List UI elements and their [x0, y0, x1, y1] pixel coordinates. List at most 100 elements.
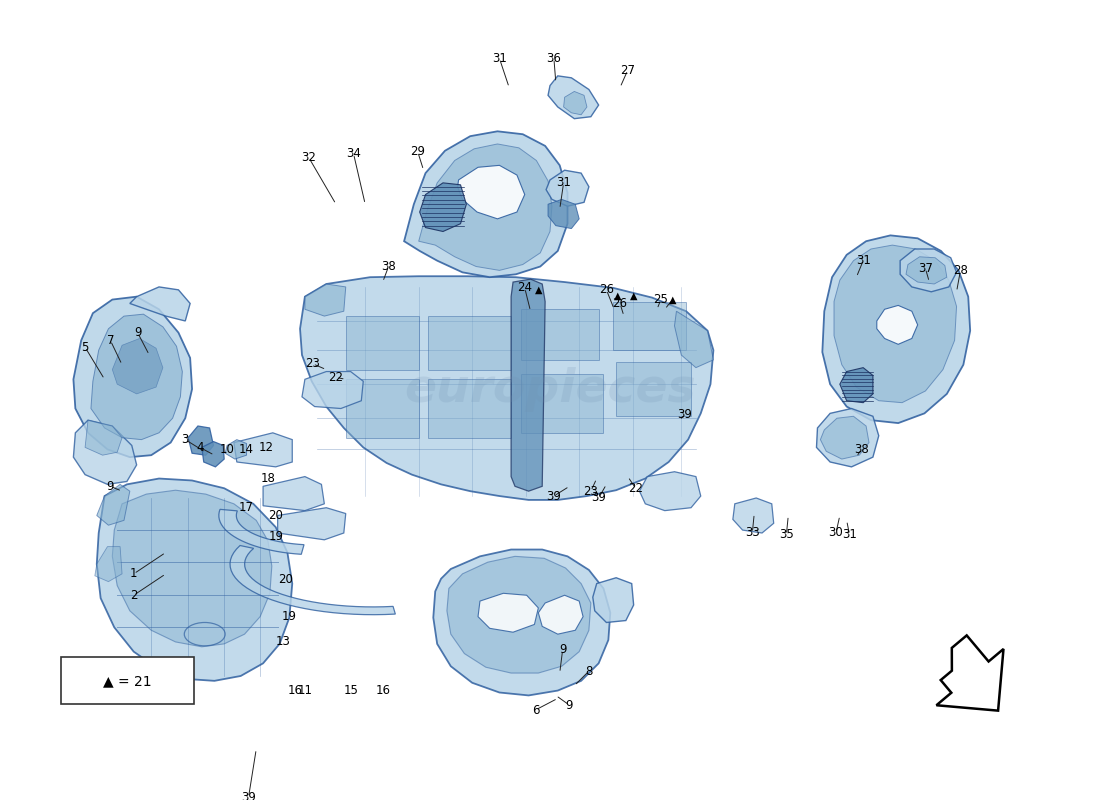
Polygon shape	[816, 409, 879, 467]
Text: 16: 16	[288, 684, 302, 697]
Polygon shape	[226, 440, 246, 459]
Text: 9: 9	[559, 643, 566, 656]
Polygon shape	[74, 297, 192, 457]
Text: 39: 39	[547, 490, 561, 502]
Polygon shape	[419, 144, 552, 270]
Text: 38: 38	[854, 443, 869, 456]
Text: 10: 10	[220, 443, 234, 456]
Polygon shape	[674, 311, 714, 368]
Polygon shape	[428, 379, 512, 438]
Text: 20: 20	[278, 573, 293, 586]
Polygon shape	[520, 310, 598, 360]
Text: 5: 5	[81, 341, 89, 354]
Polygon shape	[433, 550, 610, 695]
Text: 29: 29	[410, 146, 426, 158]
Polygon shape	[616, 362, 691, 416]
Polygon shape	[478, 594, 538, 632]
Text: 31: 31	[843, 529, 857, 542]
Text: 1: 1	[130, 567, 138, 580]
Text: 30: 30	[828, 526, 844, 539]
Polygon shape	[345, 316, 419, 370]
Text: 19: 19	[282, 610, 297, 623]
Text: 38: 38	[382, 260, 396, 273]
Text: 9: 9	[107, 480, 114, 493]
Text: 39: 39	[676, 408, 692, 421]
Text: 34: 34	[346, 147, 361, 160]
Polygon shape	[112, 338, 163, 394]
Polygon shape	[305, 284, 345, 316]
Polygon shape	[512, 279, 546, 491]
Text: 2: 2	[130, 589, 138, 602]
Polygon shape	[97, 478, 293, 681]
Text: 8: 8	[585, 665, 593, 678]
Polygon shape	[277, 508, 345, 540]
Text: 32: 32	[301, 151, 316, 164]
Polygon shape	[420, 183, 466, 231]
Polygon shape	[839, 368, 873, 402]
Text: 39: 39	[591, 491, 606, 505]
Text: 18: 18	[261, 472, 275, 485]
Text: 28: 28	[953, 264, 968, 277]
Text: 39: 39	[241, 791, 256, 800]
Text: 14: 14	[239, 443, 254, 456]
Text: ▲: ▲	[669, 294, 676, 305]
Text: 3: 3	[182, 433, 189, 446]
Polygon shape	[130, 287, 190, 321]
Polygon shape	[548, 76, 598, 118]
Polygon shape	[821, 416, 869, 459]
Polygon shape	[520, 374, 604, 433]
Polygon shape	[823, 235, 970, 423]
Text: 17: 17	[239, 502, 254, 514]
Polygon shape	[91, 314, 183, 440]
Text: 6: 6	[531, 703, 539, 717]
Polygon shape	[85, 420, 122, 455]
Text: 25: 25	[653, 293, 669, 306]
Text: 13: 13	[276, 635, 290, 649]
Text: 26: 26	[613, 297, 627, 310]
Polygon shape	[230, 546, 395, 614]
FancyBboxPatch shape	[62, 658, 194, 704]
Text: 15: 15	[343, 684, 358, 697]
Polygon shape	[447, 556, 591, 673]
Polygon shape	[733, 498, 773, 533]
Polygon shape	[877, 306, 917, 344]
Polygon shape	[639, 472, 701, 510]
Polygon shape	[548, 199, 580, 229]
Text: ▲ = 21: ▲ = 21	[103, 674, 152, 688]
Text: 16: 16	[375, 684, 390, 697]
Polygon shape	[300, 276, 714, 500]
Polygon shape	[613, 302, 686, 350]
Text: 4: 4	[196, 441, 204, 454]
Text: 33: 33	[745, 526, 760, 539]
Text: 31: 31	[856, 254, 870, 267]
Polygon shape	[593, 578, 634, 622]
Polygon shape	[834, 245, 957, 402]
Polygon shape	[219, 510, 304, 554]
Polygon shape	[201, 442, 224, 467]
Polygon shape	[263, 477, 324, 510]
Text: 11: 11	[297, 684, 312, 697]
Polygon shape	[345, 379, 419, 438]
Text: 22: 22	[628, 482, 643, 494]
Text: 20: 20	[268, 509, 283, 522]
Polygon shape	[538, 595, 583, 634]
Text: ▲: ▲	[535, 285, 542, 295]
Text: 23: 23	[305, 358, 320, 370]
Text: 9: 9	[134, 326, 142, 339]
Text: 22: 22	[329, 371, 343, 384]
Text: ▲: ▲	[630, 290, 637, 301]
Text: 24: 24	[517, 282, 532, 294]
Text: 12: 12	[258, 441, 274, 454]
Polygon shape	[546, 170, 589, 206]
Text: 26: 26	[598, 283, 614, 296]
Text: 23: 23	[583, 485, 598, 498]
Polygon shape	[428, 316, 512, 370]
Text: 31: 31	[557, 176, 571, 190]
Polygon shape	[95, 546, 122, 582]
Polygon shape	[900, 249, 957, 292]
Text: 36: 36	[547, 52, 561, 65]
Text: 9: 9	[565, 698, 573, 712]
Polygon shape	[906, 257, 947, 284]
Text: europieces: europieces	[404, 366, 696, 411]
Polygon shape	[234, 433, 293, 467]
